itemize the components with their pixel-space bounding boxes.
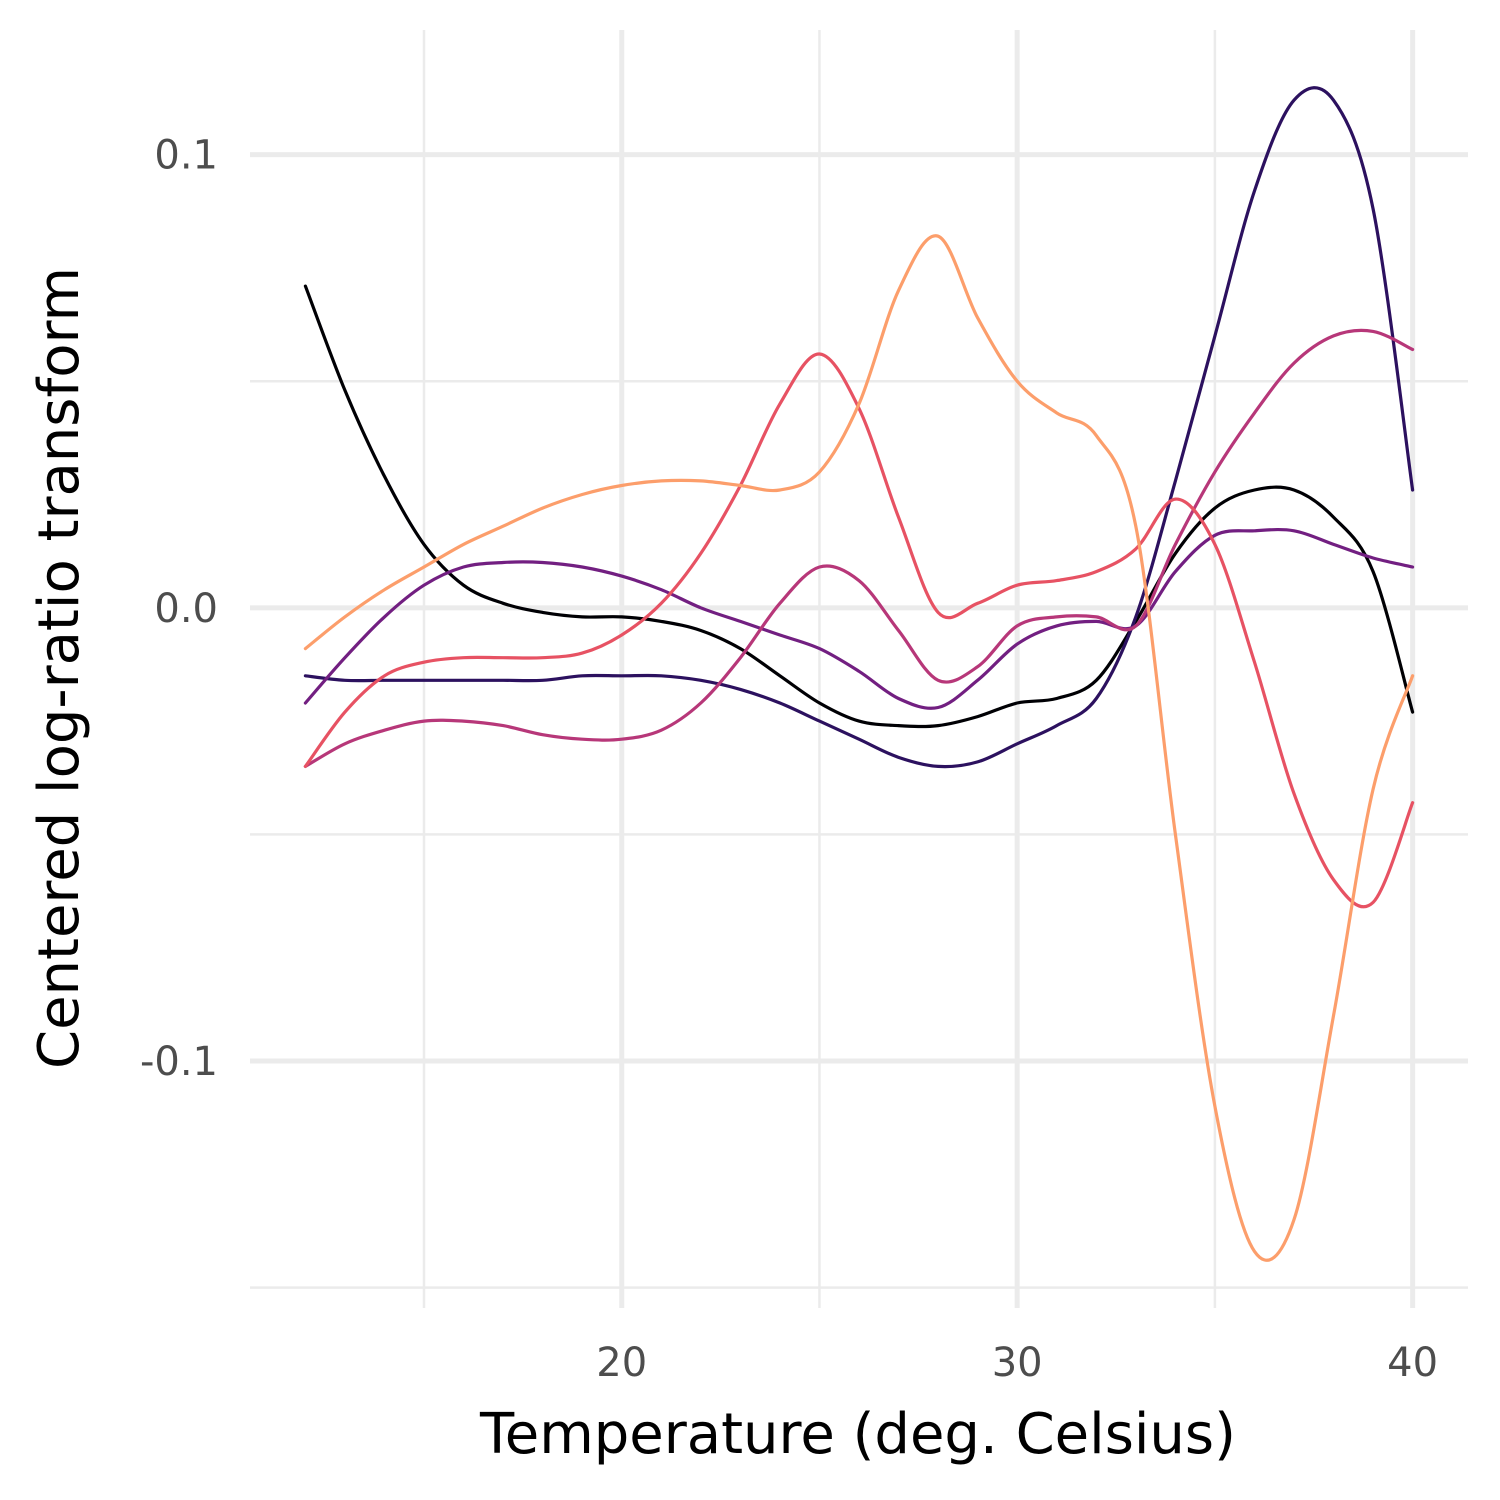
line-series-4 [303, 328, 1415, 768]
line-series-1 [303, 284, 1415, 729]
grid [250, 30, 1468, 1308]
y-tick-label: 0.0 [154, 586, 218, 632]
x-tick-label: 20 [596, 1340, 647, 1386]
y-tick-label: 0.1 [154, 133, 218, 179]
x-axis-title: Temperature (deg. Celsius) [479, 1402, 1236, 1467]
tick-labels: 20 30 40 -0.1 0.0 0.1 [140, 133, 1438, 1386]
y-axis-title: Centered log-ratio transform [27, 267, 92, 1069]
line-series-5 [303, 352, 1415, 909]
line-series-2 [303, 86, 1415, 769]
line-series-6 [303, 234, 1415, 1262]
x-tick-label: 40 [1387, 1340, 1438, 1386]
y-tick-label: -0.1 [140, 1039, 218, 1085]
line-series-3 [303, 527, 1415, 710]
series-lines [303, 86, 1415, 1262]
x-tick-label: 30 [992, 1340, 1043, 1386]
